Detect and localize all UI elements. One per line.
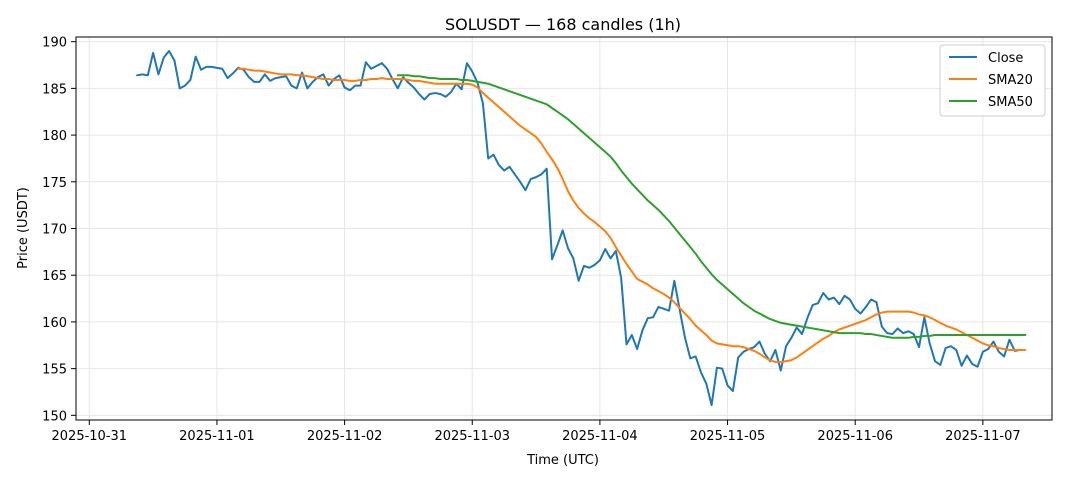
- x-tick-label: 2025-11-03: [434, 429, 510, 444]
- y-tick-label: 150: [42, 409, 67, 424]
- sma50-line: [396, 74, 1027, 339]
- chart-title: SOLUSDT — 168 candles (1h): [445, 15, 681, 34]
- x-tick-label: 2025-11-05: [690, 429, 766, 444]
- legend-label-close: Close: [988, 51, 1023, 66]
- x-tick-label: 2025-10-31: [52, 429, 128, 444]
- x-axis-title: Time (UTC): [526, 453, 599, 468]
- y-tick-label: 175: [42, 176, 67, 191]
- sma20-line: [237, 67, 1027, 364]
- y-tick-label: 155: [42, 363, 67, 378]
- x-tick-label: 2025-11-02: [307, 429, 383, 444]
- y-axis-title: Price (USDT): [16, 187, 31, 269]
- y-tick-label: 165: [42, 269, 67, 284]
- x-tick-label: 2025-11-07: [945, 429, 1021, 444]
- legend-box: [939, 44, 1046, 117]
- y-tick-label: 170: [42, 223, 67, 238]
- y-tick-label: 190: [42, 36, 67, 51]
- x-tick-label: 2025-11-04: [562, 429, 638, 444]
- x-tick-label: 2025-11-06: [817, 429, 893, 444]
- series-group: [136, 50, 1027, 407]
- y-axis: 150 155 160 165 170 175 180 185 190: [42, 36, 76, 424]
- close-line: [136, 50, 1022, 407]
- x-tick-label: 2025-11-01: [179, 429, 255, 444]
- legend-label-sma20: SMA20: [988, 73, 1033, 88]
- legend-label-sma50: SMA50: [988, 95, 1033, 110]
- y-tick-label: 180: [42, 129, 67, 144]
- legend: Close SMA20 SMA50: [939, 44, 1046, 117]
- y-tick-label: 160: [42, 316, 67, 331]
- y-tick-label: 185: [42, 82, 67, 97]
- x-axis: 2025-10-31 2025-11-01 2025-11-02 2025-11-03…: [52, 420, 1021, 444]
